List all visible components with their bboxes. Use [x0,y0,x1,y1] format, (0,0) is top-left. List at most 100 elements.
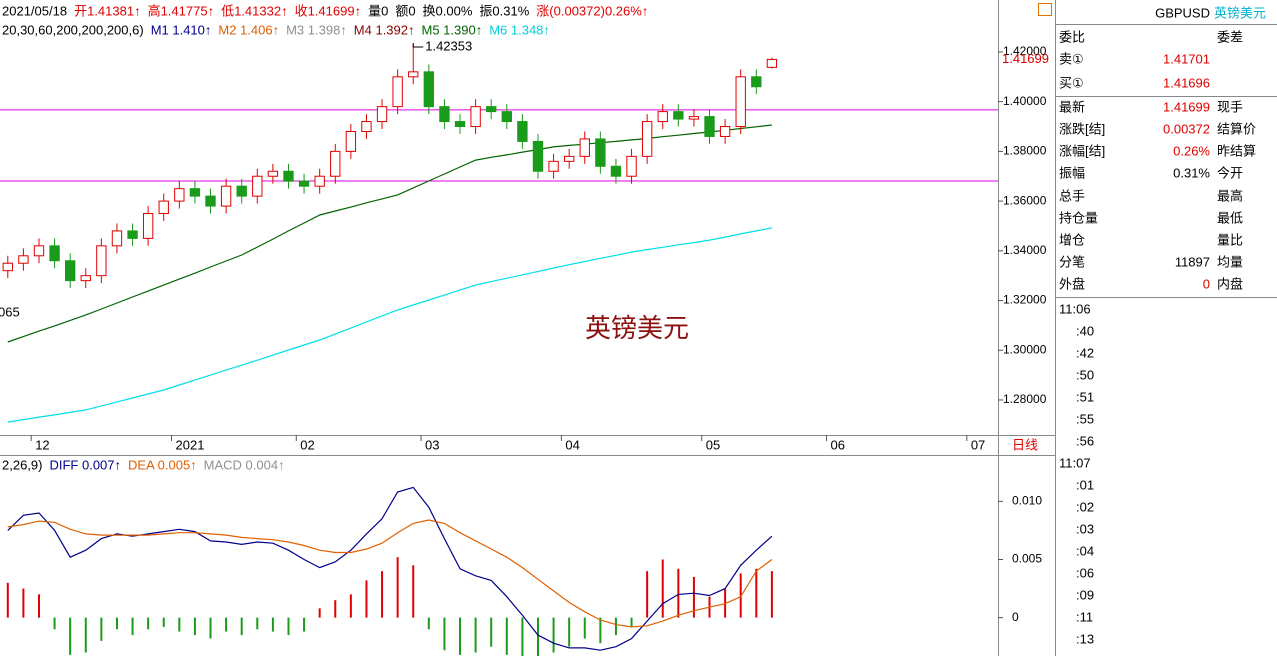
quote-value: 0.00372 [1163,121,1210,136]
tick-entry: :13 [1076,631,1094,646]
left-label: 065 [0,304,20,319]
candle-body [486,106,497,113]
candle-body [127,230,138,239]
legend-item: 额0 [395,3,415,18]
legend-item: M3 1.398↑ [286,22,347,37]
candle-body [719,126,731,137]
candle-body [283,170,294,182]
candle-body [267,170,279,177]
quote-label: 总手 [1059,188,1085,203]
tick-entry: :09 [1076,587,1094,602]
candle-body [314,175,325,187]
tick-entry: :02 [1076,499,1094,514]
candle-body [454,121,466,128]
quote-label: 量比 [1217,232,1243,247]
legend-item: 开1.41381↑ [74,3,141,18]
quote-value: 0.31% [1173,165,1210,180]
candle-body [33,245,45,257]
y-tick-label: 1.28000 [1003,392,1047,406]
legend-item: M5 1.390↑ [422,22,483,37]
diff-line [7,486,773,651]
legend-item: DEA 0.005↑ [128,457,197,472]
tick-entry: :04 [1076,543,1094,558]
x-tick-label: 04 [565,437,579,452]
quote-label: 卖① [1059,51,1084,66]
quote-label: 昨结算 [1217,143,1256,158]
y-tick-label: 0.010 [1012,494,1042,508]
tick-entry: :51 [1076,389,1094,404]
candle-body [345,130,357,152]
candle-body [532,140,544,172]
candle-body [766,58,778,68]
quote-label: 涨跌[结] [1059,121,1105,136]
quote-label: 均量 [1217,254,1243,269]
candle-body [501,111,512,123]
quote-label: 最高 [1217,188,1243,203]
candle-body [610,165,622,177]
legend-item: MACD 0.004↑ [204,457,285,472]
candle-body [18,255,29,264]
x-tick-label: 12 [35,437,49,452]
legend-item: M6 1.348↑ [489,22,550,37]
legend-item: 换0.00% [423,3,473,18]
tick-entry: :55 [1076,411,1094,426]
quote-label: 今开 [1217,165,1243,180]
window-icon[interactable] [1038,3,1052,16]
y-tick-label: 1.36000 [1003,193,1047,207]
quote-value: 1.41701 [1163,51,1210,66]
x-tick-label: 02 [300,437,314,452]
quote-value: 11897 [1175,254,1210,269]
candle-body [96,245,107,277]
candle-body [205,195,216,207]
candle-body [80,275,91,282]
candle-body [111,230,123,247]
last-price: 1.41699 [1002,51,1049,66]
legend-item: 低1.41332↑ [221,3,288,18]
y-tick-label: 0 [1012,610,1019,624]
candle-body [392,76,403,108]
quote-value: 0 [1203,276,1210,291]
candle-body [64,260,76,282]
candle-body [548,160,559,172]
legend-item: 涨(0.00372)0.26%↑ [536,3,648,18]
candle-body [174,188,185,202]
macd-plot [6,486,773,656]
candle-body [330,150,341,177]
candle-body [189,188,201,197]
dea-line [7,519,773,628]
tick-entry: :11 [1076,609,1093,624]
candle-body [626,155,637,177]
quote-label: 委差 [1217,29,1243,44]
candle-body [595,138,606,167]
x-tick-label: 07 [971,437,985,452]
candle-body [2,262,13,272]
y-tick-label: 0.005 [1012,552,1042,566]
candle-body [579,138,590,157]
quote-label: 持仓量 [1059,210,1098,225]
quote-value: 0.26% [1173,143,1210,158]
legend-item: 收1.41699↑ [295,3,362,18]
quote-label: 委比 [1059,29,1085,44]
candle-body [376,106,388,123]
candle-body [142,213,154,239]
legend-item: M1 1.410↑ [151,22,212,37]
x-tick-label: 05 [706,437,720,452]
price-plot [0,43,998,423]
x-tick-label: 2021 [176,437,205,452]
quote-label: 振幅 [1059,165,1085,180]
candle-body [517,121,528,142]
symbol: GBPUSD [1155,5,1210,20]
y-tick-label: 1.30000 [1003,342,1047,356]
quote-label: 涨幅[结] [1059,143,1105,158]
candle-body [641,121,653,157]
candle-body [158,200,169,215]
period-label[interactable]: 日线 [1012,437,1038,452]
candle-body [751,76,762,88]
candle-body [688,116,700,120]
symbol-name: 英镑美元 [1214,5,1266,20]
candle-body [470,106,481,128]
watermark: 英镑美元 [585,313,689,343]
candle-body [252,175,263,197]
